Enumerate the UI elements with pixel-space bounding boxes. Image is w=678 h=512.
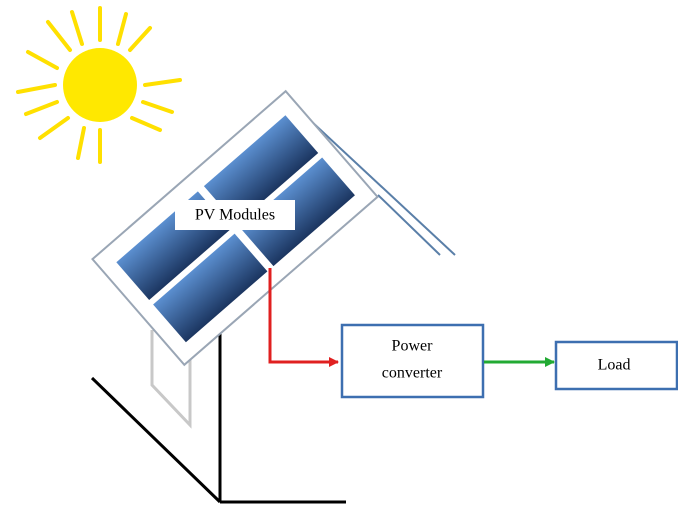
load-label: Load [598,357,631,374]
sun [18,8,180,162]
stand [92,330,346,502]
converter-box [342,325,483,397]
converter-label: converter [382,365,443,382]
pv-label: PV Modules [195,207,275,224]
diagram: PV Modules Power converter Load [0,0,678,512]
converter-label: Power [392,338,434,355]
